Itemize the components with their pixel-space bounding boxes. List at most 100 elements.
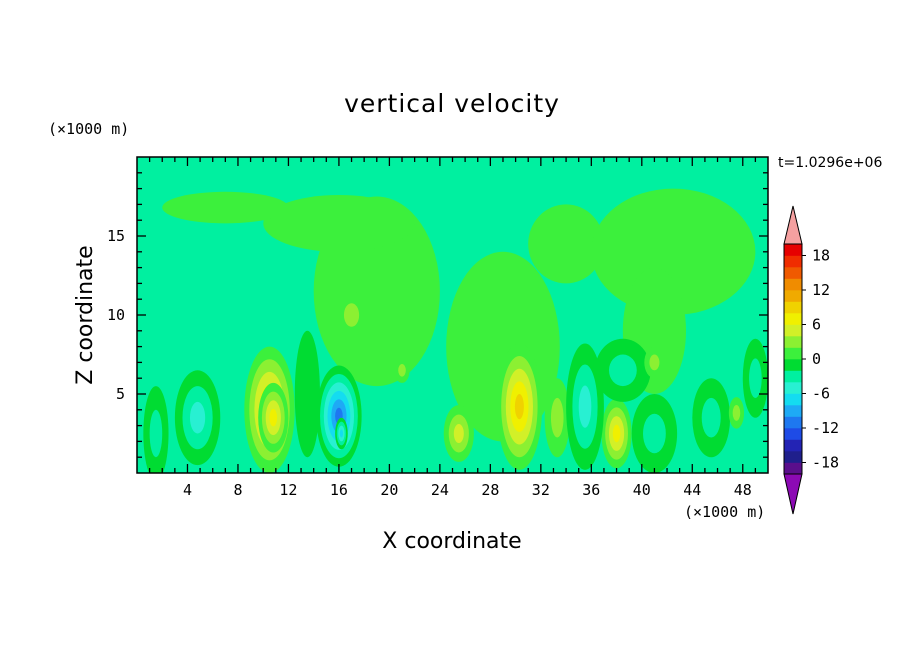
velocity-feature [336,291,367,339]
velocity-band [269,409,278,427]
y-unit-label: (×1000 m) [48,120,129,138]
colorbar-segment [784,290,802,302]
x-tick-label: 12 [279,481,297,499]
velocity-band [528,204,604,284]
colorbar-tick-label: 0 [812,350,821,368]
colorbar-segment [784,336,802,348]
colorbar-segment [784,278,802,291]
x-tick-label: 8 [233,481,242,499]
velocity-band [343,303,360,327]
x-tick-label: 32 [532,481,550,499]
colorbar-segment [784,244,802,256]
velocity-band [550,397,564,438]
x-tick-label: 16 [330,481,348,499]
velocity-feature [528,204,604,284]
velocity-band [162,191,289,224]
velocity-feature [728,397,745,429]
colorbar-segment [784,255,802,268]
x-tick-label: 40 [633,481,651,499]
colorbar-segment [784,370,802,383]
velocity-band [453,424,464,443]
velocity-feature [263,194,415,252]
colorbar-segment [784,416,802,429]
colorbar-segment [784,451,802,463]
velocity-band [149,409,163,458]
colorbar-segment [784,428,802,440]
y-tick-label: 5 [116,385,125,403]
colorbar-tick-label: -12 [812,419,839,437]
x-tick-label: 24 [431,481,449,499]
velocity-feature [742,338,768,418]
time-label: t=1.0296e+06 [778,155,882,171]
x-tick-label: 48 [734,481,752,499]
velocity-feature [174,370,221,466]
velocity-feature [335,417,348,450]
velocity-band [649,354,660,371]
colorbar-segment [784,439,802,452]
velocity-feature [644,346,665,379]
chart-title: vertical velocity [344,89,560,118]
colorbar-tick-label: -18 [812,454,839,472]
colorbar-tick-label: -6 [812,385,830,403]
colorbar-segment [784,405,802,417]
colorbar-segment [784,359,802,371]
colorbar-segment [784,462,802,475]
colorbar-over-arrow [783,205,803,245]
velocity-feature [443,405,474,462]
velocity-feature [566,343,604,470]
x-tick-label: 28 [481,481,499,499]
velocity-feature [316,365,362,467]
velocity-feature [394,357,410,383]
velocity-feature [496,343,543,470]
velocity-field [143,188,768,473]
velocity-band [578,385,592,428]
velocity-feature [544,378,570,458]
velocity-band [732,405,741,421]
velocity-band [608,354,637,387]
velocity-band [514,394,524,420]
colorbar-segment [784,301,802,314]
colorbar-under-arrow [783,473,803,515]
colorbar-segment [784,347,802,360]
x-unit-label: (×1000 m) [684,503,765,521]
x-tick-label: 4 [183,481,192,499]
colorbar-segment [784,313,802,325]
velocity-band [643,413,666,454]
plot-area [136,156,769,474]
velocity-band [398,364,406,377]
velocity-feature [162,191,289,224]
x-tick-label: 36 [582,481,600,499]
velocity-band [294,330,320,458]
x-tick-label: 44 [683,481,701,499]
velocity-band [263,194,415,252]
velocity-feature [143,386,169,473]
velocity-feature [631,394,678,473]
y-tick-label: 15 [107,227,125,245]
velocity-feature [591,188,756,315]
velocity-feature [294,330,320,458]
colorbar-tick-label: 12 [812,281,830,299]
velocity-feature [601,398,632,469]
colorbar-segment [784,324,802,337]
colorbar-segment [784,267,802,279]
x-tick-label: 20 [380,481,398,499]
velocity-band [189,401,206,434]
x-axis-label: X coordinate [382,529,521,554]
velocity-band [701,397,721,438]
velocity-band [749,358,762,399]
colorbar-tick-label: 18 [812,247,830,265]
velocity-feature [692,378,731,458]
velocity-band [339,429,344,438]
velocity-feature [595,338,651,402]
velocity-band [612,424,621,443]
velocity-band [591,188,756,315]
y-axis-label: Z coordinate [73,245,98,384]
colorbar-segment [784,382,802,394]
colorbar: 18 12 6 0 -6 -12 -18 [783,205,839,515]
velocity-feature [258,382,289,453]
y-tick-label: 10 [107,306,125,324]
colorbar-segment [784,393,802,406]
colorbar-tick-label: 6 [812,316,821,334]
